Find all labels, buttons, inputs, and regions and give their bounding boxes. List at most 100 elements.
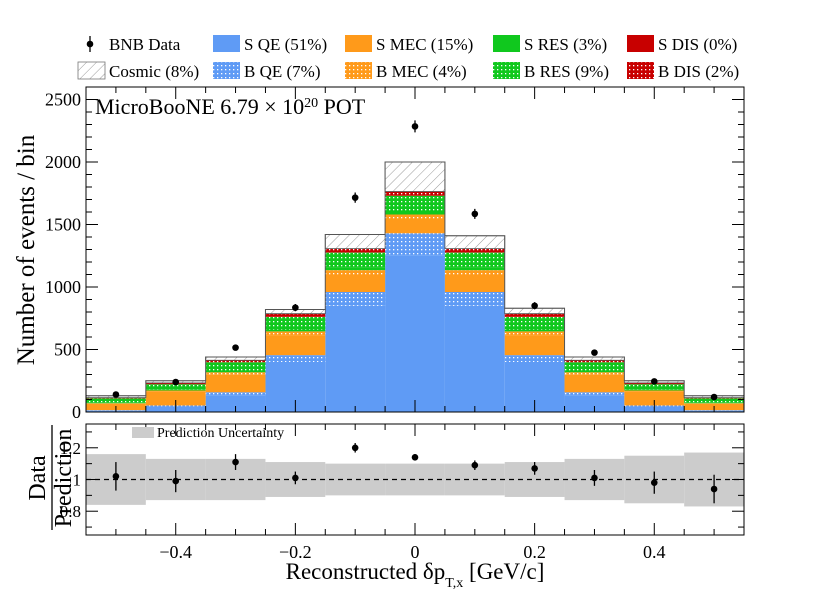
bar-sres-bin-7 <box>504 329 565 332</box>
bar-cosmic-bin-4 <box>324 234 386 250</box>
bar-bres-bin-0 <box>86 398 146 403</box>
legend-swatch-sdis <box>627 35 654 52</box>
bar-sres-bin-5 <box>385 212 445 215</box>
uncertainty-legend-label: Prediction Uncertainty <box>157 426 284 441</box>
bar-bres-bin-3 <box>265 317 326 330</box>
legend-entry-bres: B RES (9%) <box>493 62 609 81</box>
data-point-6 <box>471 210 479 218</box>
exposure-annotation: MicroBooNE 6.79 × 1020 POT <box>95 94 366 119</box>
main-frame <box>85 86 745 413</box>
data-point-3 <box>292 304 299 311</box>
bar-bqe-bin-7 <box>504 355 565 362</box>
legend-entry-bnb: BNB Data <box>86 35 181 54</box>
bar-sqe-bin-6 <box>444 305 505 412</box>
bar-bdis-bin-4 <box>325 248 386 253</box>
y-tick-label-5: 2500 <box>45 90 81 110</box>
y-tick-label-4: 2000 <box>45 152 81 172</box>
ratio-y-tick-label-0: 0.8 <box>60 502 81 521</box>
legend-label-sres: S RES (3%) <box>524 35 607 54</box>
ratio-point-6 <box>471 461 479 469</box>
bar-bres-bin-2 <box>205 362 266 371</box>
legend-entry-cosmic: Cosmic (8%) <box>77 61 199 81</box>
legend-label-cosmic: Cosmic (8%) <box>109 62 199 81</box>
ratio-frame <box>85 423 745 536</box>
ratio-y-title-top: Data <box>25 455 51 501</box>
data-point-2 <box>232 344 239 351</box>
bar-sres-bin-9 <box>624 389 685 391</box>
main-panel: 0 500 1000 1500 2000 2500 MicroBooNE 6.79 × 1… <box>13 86 745 422</box>
ratio-point-0 <box>112 473 120 480</box>
bar-bmec-bin-5 <box>385 214 445 220</box>
bar-bres-bin-1 <box>145 384 206 390</box>
bar-smec-bin-1 <box>145 391 206 406</box>
bar-cosmic-bin-6 <box>444 235 506 250</box>
legend-entry-bqe: B QE (7%) <box>213 62 320 81</box>
bar-smec-bin-8 <box>564 374 625 393</box>
bar-sqe-bin-2 <box>205 395 266 412</box>
ratio-point-1 <box>172 477 180 485</box>
bar-bmec-bin-9 <box>624 390 685 392</box>
ratio-point-10 <box>710 485 718 493</box>
bar-bres-bin-9 <box>624 384 685 390</box>
bar-smec-bin-5 <box>385 219 445 234</box>
bar-bdis-bin-3 <box>265 313 326 317</box>
bar-bmec-bin-8 <box>564 372 625 375</box>
bar-smec-bin-9 <box>624 391 685 406</box>
data-point-10 <box>710 393 718 401</box>
data-point-7 <box>531 302 538 310</box>
bar-bres-bin-8 <box>564 362 625 371</box>
bar-bqe-bin-6 <box>444 292 505 306</box>
bar-bmec-bin-2 <box>205 372 266 375</box>
bar-bmec-bin-0 <box>86 403 146 404</box>
bar-sqe-bin-4 <box>325 305 386 412</box>
bar-sqe-bin-5 <box>385 255 445 412</box>
bar-bdis-bin-6 <box>444 248 505 253</box>
ratio-data-points <box>112 443 718 504</box>
legend-swatch-smec <box>345 35 372 52</box>
bar-bdis-bin-7 <box>504 313 565 317</box>
legend-swatch-sres <box>493 35 520 52</box>
ratio-y-title-bottom: Prediction <box>51 429 77 528</box>
bar-smec-bin-3 <box>265 335 326 356</box>
legend-label-bqe: B QE (7%) <box>244 62 320 81</box>
bar-bmec-bin-10 <box>684 403 744 404</box>
legend-entry-bdis: B DIS (2%) <box>627 62 739 81</box>
legend-entry-sres: S RES (3%) <box>493 35 607 54</box>
legend-label-sqe: S QE (51%) <box>244 35 327 54</box>
data-point-4 <box>351 194 359 201</box>
legend-label-bres: B RES (9%) <box>524 62 609 81</box>
legend-swatch-cosmic <box>77 61 106 80</box>
legend-label-bmec: B MEC (4%) <box>376 62 467 81</box>
bar-sqe-bin-8 <box>564 395 625 412</box>
ratio-point-3 <box>292 474 299 482</box>
x-tick-label-1: −0.2 <box>279 542 312 562</box>
ratio-point-7 <box>531 465 538 472</box>
ratio-point-2 <box>232 458 239 466</box>
bar-bqe-bin-2 <box>205 392 266 396</box>
x-tick-label-3: 0.2 <box>523 542 546 562</box>
bar-bres-bin-10 <box>684 398 744 403</box>
bar-cosmic-bin-5 <box>384 161 446 192</box>
stacked-histogram <box>85 161 745 412</box>
ratio-y-tick-label-2: 1.2 <box>60 439 81 458</box>
legend-entry-bmec: B MEC (4%) <box>345 62 467 81</box>
x-tick-label-2: 0 <box>411 542 420 562</box>
y-tick-label-3: 1500 <box>45 215 81 235</box>
data-point-5 <box>411 123 419 130</box>
bar-bres-bin-4 <box>325 252 386 268</box>
bar-bqe-bin-4 <box>325 292 386 306</box>
bar-bmec-bin-3 <box>265 331 326 336</box>
y-tick-label-2: 1000 <box>45 277 81 297</box>
bar-bdis-bin-8 <box>564 360 625 363</box>
bar-bqe-bin-8 <box>564 392 625 396</box>
bar-smec-bin-4 <box>325 274 386 292</box>
data-point-8 <box>591 349 598 356</box>
ratio-point-5 <box>411 454 419 461</box>
bar-bmec-bin-1 <box>145 390 206 392</box>
bar-sres-bin-6 <box>444 267 505 271</box>
legend-swatch-bmec <box>345 62 372 79</box>
legend-entry-smec: S MEC (15%) <box>345 35 473 54</box>
y-tick-label-0: 0 <box>72 402 81 422</box>
bnb-data-points <box>112 120 718 401</box>
